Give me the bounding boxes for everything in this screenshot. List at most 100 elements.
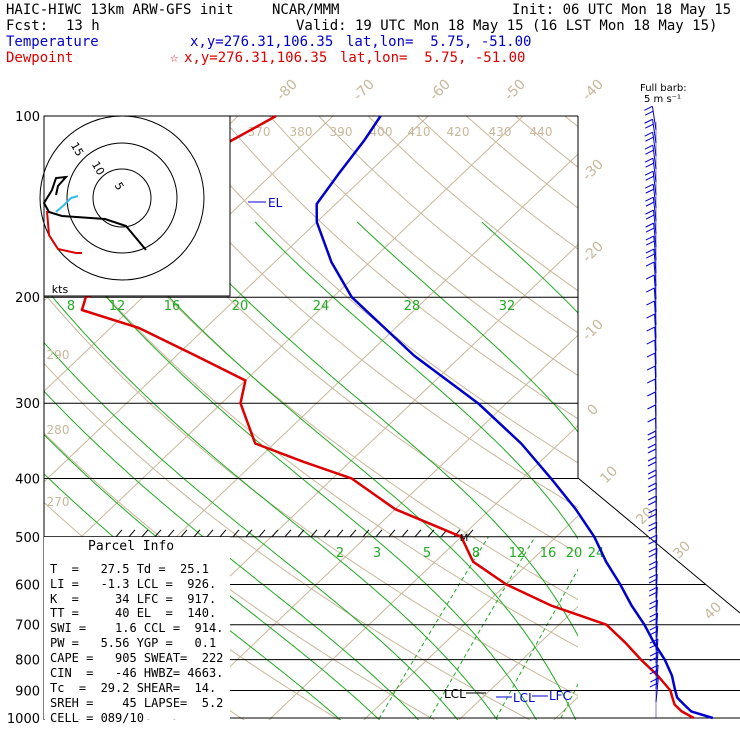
isobar-tick (336, 529, 344, 538)
moist-adiabat-label: 32 (499, 299, 516, 314)
wind-barb-feather (645, 175, 654, 181)
isotherm-label: -70 (350, 76, 377, 103)
isobar-tick (349, 529, 357, 538)
dry-adiabat-line (44, 220, 578, 648)
wind-barb-feather (645, 136, 654, 142)
isobar-tick (180, 529, 188, 538)
wind-barb-staff (652, 119, 657, 144)
wind-barb-feather (645, 201, 655, 207)
pressure-label: 900 (15, 684, 40, 699)
wind-barb-feather (645, 274, 655, 280)
isotherm-line (44, 116, 524, 573)
fcst-label: Fcst: (6, 18, 49, 34)
plot-mask (578, 478, 740, 740)
wind-barb-feather (646, 313, 655, 319)
isotherm-label: -50 (501, 76, 528, 103)
isotherm-label: -30 (579, 156, 606, 183)
el-label: EL (268, 196, 283, 210)
wind-barb-feather (648, 521, 657, 527)
barb-key-value: 5 m s⁻¹ (644, 94, 681, 105)
wind-barb-feather (647, 391, 656, 397)
hodograph-units: kts (52, 283, 69, 296)
wind-barb-staff (652, 145, 657, 170)
wind-barb-feather (648, 487, 657, 493)
isobar-tick (115, 529, 123, 538)
wind-barb-feather (646, 378, 656, 384)
parcel-info-row: SREH = 45 LAPSE= 5.2 (50, 696, 224, 710)
isobar-tick (297, 529, 305, 538)
wind-barb-feather (646, 287, 655, 293)
moist-adiabat-label: 28 (404, 299, 421, 314)
legend-dewpoint-latlon: lat,lon= 5.75, -51.00 (340, 50, 526, 66)
isobar-tick (401, 529, 409, 538)
wind-barb-staff (651, 106, 657, 131)
wind-barb-feather (645, 240, 655, 246)
wind-barb-feather (644, 131, 653, 137)
wind-barb-feather (645, 214, 655, 220)
wind-barb-feather (646, 253, 655, 259)
wind-barb-feather (648, 526, 657, 532)
parcel-info-row: LI = -1.3 LCL = 926. (50, 577, 217, 591)
wind-barb-feather (646, 339, 656, 345)
theta-label: 390 (330, 125, 353, 139)
isotherm-label: -80 (273, 76, 300, 103)
mixing-ratio-label: 2 (336, 546, 344, 561)
isobar-tick (427, 529, 435, 538)
moist-adiabat-label: 16 (164, 299, 181, 314)
theta-label: 410 (408, 125, 431, 139)
wind-barb-feather (648, 508, 657, 514)
mixing-ratio-label: 3 (373, 546, 381, 561)
hodograph-ring (39, 115, 205, 281)
hodograph-ring-label: 15 (68, 140, 86, 159)
wind-barb-feather (648, 495, 657, 501)
plot-slant-edge (577, 477, 740, 614)
isotherm-label: -10 (579, 316, 606, 343)
wind-barb-feather (647, 474, 657, 480)
isotherm-label: 10 (597, 463, 621, 487)
wind-barb-feather (645, 235, 654, 241)
wind-barb-feather (649, 638, 659, 644)
parcel-info-row: TT = 40 EL = 140. (50, 606, 217, 620)
wind-barb-feather (647, 430, 656, 436)
wind-barb-feather (647, 448, 657, 454)
isotherm-line (268, 424, 578, 720)
mixing-ratio-line (428, 536, 536, 720)
theta-label: 380 (290, 125, 313, 139)
hodograph-panel (43, 115, 231, 297)
isobar-tick (206, 529, 214, 538)
isobar-tick (154, 529, 162, 538)
pressure-label: 800 (15, 654, 40, 669)
wind-barb-feather (645, 188, 655, 194)
wind-barb-feather (647, 404, 656, 410)
mixing-ratio-label: 12 (509, 546, 526, 561)
theta-label: 280 (47, 423, 70, 437)
isotherm-line (363, 515, 578, 720)
init-time: Init: 06 UTC Mon 18 May 15 (512, 2, 732, 18)
wind-barb-feather (644, 105, 653, 111)
isobar-tick (193, 529, 201, 538)
dry-adiabat-line (44, 292, 578, 697)
parcel-info-row: SWI = 1.6 CCL = 914. (50, 621, 224, 635)
parcel-info-box (44, 537, 230, 719)
hodograph-trace-segment (46, 210, 82, 254)
hodograph-trace (42, 175, 147, 251)
pressure-label: 200 (15, 291, 40, 306)
org-label: NCAR/MMM (272, 2, 340, 18)
wind-barb-feather (645, 222, 654, 228)
pressure-label: 100 (15, 110, 40, 125)
theta-label: 270 (47, 495, 70, 509)
parcel-info-row: CIN = -46 HWBZ= 4663. (50, 666, 224, 680)
wind-barb-feather (644, 183, 654, 189)
legend-dewpoint-xy: x,y=276.31,106.35 (184, 50, 328, 66)
wind-barb-feather (645, 149, 654, 155)
isobar-tick (128, 529, 136, 538)
isobar-tick (466, 529, 474, 538)
fcst-value: 13 h (66, 18, 100, 34)
wind-barb-feather (645, 162, 654, 168)
isotherm-label: -60 (426, 76, 453, 103)
wind-barb-feather (646, 365, 656, 371)
model-title: HAIC-HIWC 13km ARW-GFS init (6, 2, 234, 18)
parcel-info-row: K = 34 LFC = 917. (50, 592, 217, 606)
legend-temperature-xy: x,y=276.31,106.35 (190, 34, 334, 50)
legend-temperature-label: Temperature (6, 34, 99, 50)
